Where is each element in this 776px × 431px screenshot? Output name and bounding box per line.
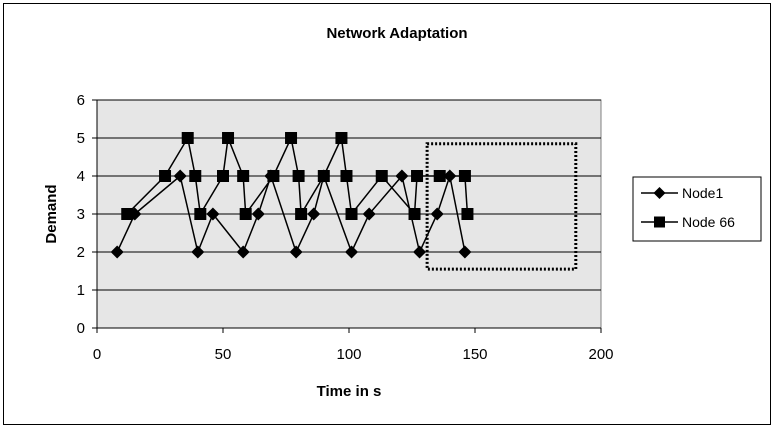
data-point-square [461, 208, 474, 220]
data-point-square [181, 132, 194, 144]
x-tick-labels: 0 50 100 150 200 [93, 346, 614, 363]
legend-label-node1: Node1 [682, 185, 723, 201]
data-point-diamond [345, 245, 359, 259]
data-point-square [159, 170, 172, 182]
data-point-diamond [458, 245, 472, 259]
x-tick-label: 150 [462, 346, 487, 363]
legend-label-node66: Node 66 [682, 214, 735, 230]
data-point-square [189, 170, 202, 182]
series-line [116, 173, 466, 255]
data-point-diamond [307, 207, 321, 221]
data-point-square [411, 170, 424, 182]
data-point-square [408, 208, 421, 220]
data-point-square [292, 170, 305, 182]
x-tick-label: 0 [93, 346, 101, 363]
y-tick-labels: 0 1 2 3 4 5 6 [77, 92, 85, 337]
data-point-square [295, 208, 308, 220]
data-point-diamond [110, 245, 124, 259]
legend-marker-square [654, 216, 665, 228]
y-tick-label: 3 [77, 206, 85, 223]
data-point-diamond [395, 169, 409, 183]
x-tick-label: 100 [336, 346, 361, 363]
data-point-square [217, 170, 229, 182]
chart-title: Network Adaptation [326, 25, 467, 42]
data-point-square [267, 170, 280, 182]
axes [92, 99, 602, 333]
data-point-square [458, 170, 471, 182]
x-tick-label: 200 [588, 346, 613, 363]
y-tick-label: 1 [77, 282, 85, 299]
data-point-diamond [362, 207, 376, 221]
data-point-square [285, 132, 298, 144]
y-tick-label: 0 [77, 320, 85, 337]
data-point-square [335, 132, 348, 144]
y-tick-label: 4 [77, 168, 85, 185]
data-point-diamond [173, 169, 187, 183]
data-point-diamond [289, 245, 303, 259]
data-point-diamond [413, 245, 427, 259]
data-point-square [121, 208, 134, 220]
y-tick-label: 6 [77, 92, 85, 109]
data-point-diamond [206, 207, 220, 221]
legend-marker-diamond [653, 187, 666, 199]
x-axis-label: Time in s [317, 383, 382, 400]
y-tick-label: 5 [77, 130, 85, 147]
data-point-square [237, 170, 250, 182]
data-point-square [433, 170, 446, 182]
grid-lines [97, 99, 601, 291]
legend: Node1 Node 66 [632, 176, 762, 242]
legend-box [632, 176, 762, 242]
y-tick-label: 2 [77, 244, 85, 261]
data-point-diamond [251, 207, 265, 221]
series-node-66 [121, 132, 474, 220]
data-point-square [345, 208, 358, 220]
data-point-square [239, 208, 252, 220]
data-point-square [222, 132, 235, 144]
data-point-diamond [236, 245, 250, 259]
data-point-square [317, 170, 330, 182]
y-axis-label: Demand [43, 184, 60, 243]
annotation-dotted-box [425, 142, 578, 271]
data-point-diamond [430, 207, 444, 221]
data-point-square [194, 208, 207, 220]
data-point-square [340, 170, 353, 182]
x-tick-label: 50 [215, 346, 232, 363]
series-layer [110, 132, 474, 259]
data-point-diamond [191, 245, 205, 259]
data-point-square [375, 170, 388, 182]
